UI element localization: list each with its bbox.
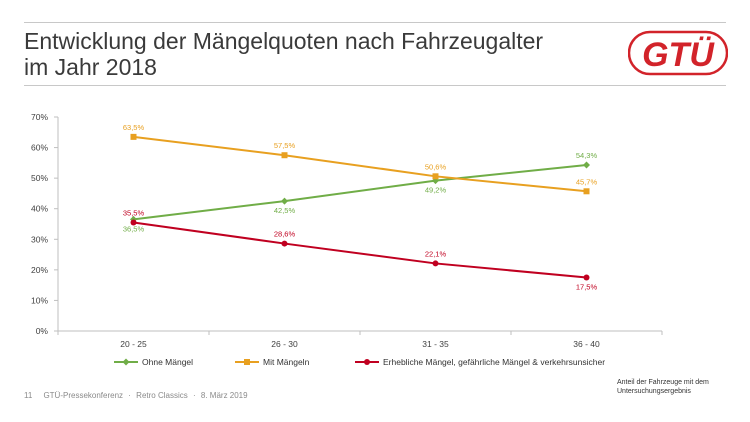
y-tick-label: 70% <box>31 112 48 122</box>
data-label: 63,5% <box>123 123 145 132</box>
series-line-ohne-maengel <box>133 164 587 221</box>
data-label: 42,5% <box>274 206 296 215</box>
data-point <box>130 133 137 140</box>
gtue-logo-text: GTÜ <box>642 36 715 74</box>
footer: 11 GTÜ-Pressekonferenz · Retro Classics … <box>24 391 248 400</box>
data-label: 36,5% <box>123 224 145 233</box>
series-erhebliche-maengel-gefaehrliche-maengel-verkehrsunsicher <box>130 219 590 281</box>
legend-label-erhebliche-maengel: Erhebliche Mängel, gefährliche Mängel & … <box>383 357 606 367</box>
legend-swatch-ohne-maengel <box>114 358 138 366</box>
legend-label-ohne-maengel: Ohne Mängel <box>142 357 194 367</box>
y-tick-label: 60% <box>31 143 48 153</box>
data-point <box>130 219 137 226</box>
axes-layer: 0% 10% 20% 30% 40% 50% 60% 70% 20 - 25 26 - 30 31 … <box>31 112 663 349</box>
line-chart: 0% 10% 20% 30% 40% 50% 60% 70% 20 - 25 26 - 30 31 … <box>31 112 663 349</box>
data-label: 49,2% <box>425 186 447 195</box>
data-label: 17,5% <box>576 283 598 292</box>
y-tick-label: 0% <box>36 326 49 336</box>
x-tick-label: 31 - 35 <box>422 339 449 349</box>
data-point <box>432 260 439 267</box>
legend-item-mit-maengeln: Mit Mängeln <box>235 355 309 369</box>
title-rule <box>24 85 726 86</box>
data-point <box>432 177 439 185</box>
y-tick-label: 50% <box>31 173 48 183</box>
footer-separator-1: · <box>128 391 131 400</box>
data-label: 28,6% <box>274 230 296 239</box>
x-tick-label: 36 - 40 <box>573 339 600 349</box>
series-ohne-maengel <box>130 161 590 223</box>
data-point <box>583 188 590 195</box>
data-point <box>281 152 288 159</box>
series-layer <box>130 133 590 281</box>
series-line-erhebliche-maengel-gefaehrliche-maengel-verkehrsunsicher <box>133 221 587 279</box>
data-label: 57,5% <box>274 141 296 150</box>
top-rule <box>24 22 726 23</box>
data-point <box>583 161 590 169</box>
legend-item-ohne-maengel: Ohne Mängel <box>114 355 193 369</box>
data-label: 35,5% <box>123 208 145 217</box>
footer-event: GTÜ-Pressekonferenz <box>43 391 124 400</box>
data-label: 54,3% <box>576 151 598 160</box>
chart-note: Anteil der Fahrzeuge mit dem Untersuchun… <box>617 379 709 395</box>
y-tick-label: 30% <box>31 234 48 244</box>
gtue-logo: GTÜ <box>628 30 728 76</box>
legend-swatch-mit-maengeln <box>235 359 259 365</box>
series-line-mit-maengeln <box>133 135 587 193</box>
data-point <box>432 173 439 180</box>
data-label: 50,6% <box>425 162 447 171</box>
data-point <box>281 240 288 247</box>
data-labels-layer: 36,5% 42,5% 49,2% 54,3% 63,5% 57,5% 50,6% 45,7%… <box>123 123 598 292</box>
x-tick-label: 26 - 30 <box>271 339 298 349</box>
legend-label-mit-maengeln: Mit Mängeln <box>263 357 310 367</box>
gtue-logo-ring <box>628 30 728 76</box>
data-point <box>583 274 590 281</box>
slide-title-line2: im Jahr 2018 <box>24 54 157 80</box>
legend-swatch-erhebliche-maengel <box>355 359 379 365</box>
legend-item-erhebliche-maengel: Erhebliche Mängel, gefährliche Mängel & … <box>355 355 605 369</box>
footer-separator-2: · <box>192 391 196 400</box>
x-tick-label: 20 - 25 <box>120 339 147 349</box>
data-label: 45,7% <box>576 177 598 186</box>
page-number: 11 <box>24 391 33 400</box>
slide-title-line1: Entwicklung der Mängelquoten nach Fahrze… <box>24 28 544 54</box>
footer-date: 8. März 2019 <box>200 391 248 400</box>
data-label: 22,1% <box>425 249 447 258</box>
y-tick-label: 10% <box>31 295 48 305</box>
slide-title: Entwicklung der Mängelquoten nach Fahrze… <box>24 28 614 80</box>
series-mit-maengeln <box>130 133 590 195</box>
footer-venue: Retro Classics <box>136 391 188 400</box>
y-tick-label: 20% <box>31 265 48 275</box>
data-point <box>281 197 288 205</box>
y-tick-label: 40% <box>31 204 48 214</box>
